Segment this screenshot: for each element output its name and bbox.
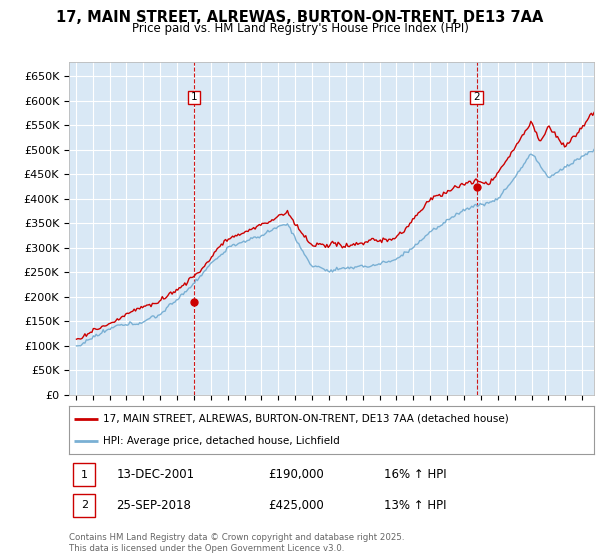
Text: £425,000: £425,000 [269,499,324,512]
Text: 1: 1 [81,470,88,479]
FancyBboxPatch shape [470,91,483,104]
Text: 25-SEP-2018: 25-SEP-2018 [116,499,191,512]
FancyBboxPatch shape [73,494,95,516]
Text: 2: 2 [473,92,480,102]
Text: 13-DEC-2001: 13-DEC-2001 [116,468,194,481]
Text: HPI: Average price, detached house, Lichfield: HPI: Average price, detached house, Lich… [103,436,340,446]
Text: Price paid vs. HM Land Registry's House Price Index (HPI): Price paid vs. HM Land Registry's House … [131,22,469,35]
Text: 2: 2 [80,501,88,510]
Text: Contains HM Land Registry data © Crown copyright and database right 2025.
This d: Contains HM Land Registry data © Crown c… [69,533,404,553]
FancyBboxPatch shape [73,464,95,486]
Text: 16% ↑ HPI: 16% ↑ HPI [384,468,446,481]
Text: 13% ↑ HPI: 13% ↑ HPI [384,499,446,512]
Text: £190,000: £190,000 [269,468,324,481]
Text: 1: 1 [191,92,197,102]
FancyBboxPatch shape [188,91,200,104]
Text: 17, MAIN STREET, ALREWAS, BURTON-ON-TRENT, DE13 7AA: 17, MAIN STREET, ALREWAS, BURTON-ON-TREN… [56,10,544,25]
Text: 17, MAIN STREET, ALREWAS, BURTON-ON-TRENT, DE13 7AA (detached house): 17, MAIN STREET, ALREWAS, BURTON-ON-TREN… [103,414,509,424]
